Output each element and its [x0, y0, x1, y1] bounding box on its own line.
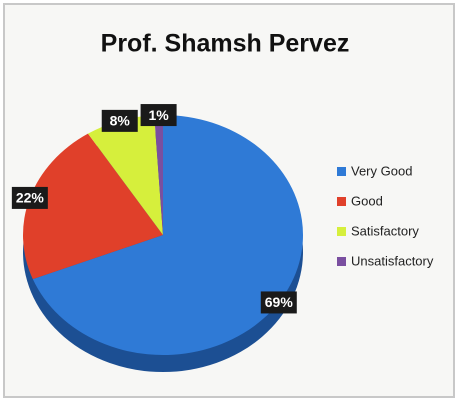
pie-slice	[154, 115, 163, 235]
data-label: 8%	[101, 109, 138, 132]
data-label-box	[260, 291, 297, 314]
data-label: 1%	[140, 104, 177, 127]
legend: Very Good Good Satisfactory Unsatisfactory	[337, 163, 434, 268]
pie-slice	[32, 115, 303, 355]
legend-label: Satisfactory	[351, 223, 419, 238]
data-label: 69%	[260, 291, 297, 314]
data-label-box	[11, 186, 48, 209]
pie-slice	[87, 115, 163, 235]
legend-swatch	[337, 167, 346, 176]
legend-swatch	[337, 227, 346, 236]
data-label-text: 8%	[110, 113, 131, 129]
legend-label: Good	[351, 193, 383, 208]
legend-swatch	[337, 197, 346, 206]
legend-label: Unsatisfactory	[351, 253, 434, 268]
data-label-text: 69%	[265, 294, 294, 310]
pie-slice	[22, 133, 163, 280]
data-label-box	[101, 109, 138, 132]
data-label-text: 1%	[148, 107, 169, 123]
labels: 69% 22% 8% 1%	[11, 104, 297, 314]
data-label-text: 22%	[16, 190, 45, 206]
data-label: 22%	[11, 186, 48, 209]
data-label-box	[140, 104, 177, 127]
chart-title: Prof. Shamsh Pervez	[101, 30, 350, 58]
pie	[22, 115, 303, 355]
legend-label: Very Good	[351, 163, 412, 178]
legend-swatch	[337, 257, 346, 266]
